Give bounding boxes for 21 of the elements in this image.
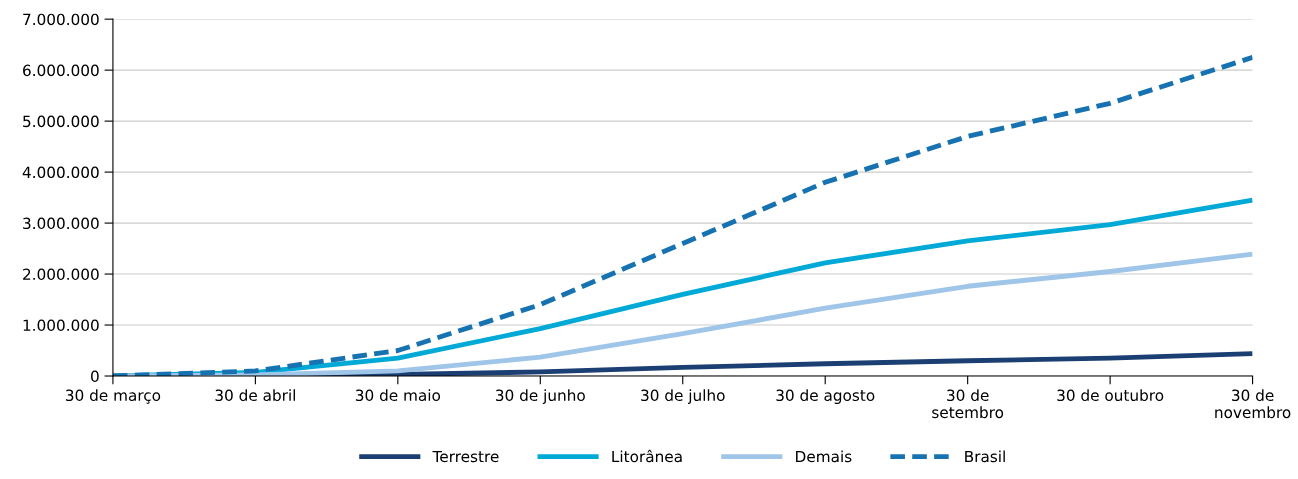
y-tick-label: 7.000.000	[23, 13, 99, 26]
x-tick-label: 30 de setembro	[932, 389, 1004, 419]
x-tick-label: 30 de agosto	[776, 389, 875, 404]
legend-label: Demais	[796, 450, 852, 463]
x-tick-label: 30 de novembro	[1215, 389, 1291, 419]
x-tick-label: 30 de julho	[641, 389, 725, 404]
x-tick-label: 30 de abril	[215, 389, 295, 402]
legend-label: Brasil	[965, 450, 1005, 463]
x-tick-label: 30 de março	[66, 389, 161, 404]
legend-label: Litorânea	[612, 449, 682, 463]
y-tick-label: 6.000.000	[23, 64, 99, 77]
y-tick-label: 2.000.000	[23, 268, 99, 281]
y-tick-label: 1.000.000	[23, 319, 99, 332]
y-tick-label: 0	[91, 370, 99, 383]
x-tick-label: 30 de junho	[496, 389, 585, 404]
x-tick-label: 30 de outubro	[1057, 389, 1164, 402]
x-tick-label: 30 de maio	[355, 389, 441, 402]
legend-label: Terrestre	[432, 450, 499, 463]
y-tick-label: 5.000.000	[23, 115, 99, 128]
y-tick-label: 4.000.000	[22, 166, 99, 179]
y-tick-label: 3.000.000	[23, 217, 99, 230]
